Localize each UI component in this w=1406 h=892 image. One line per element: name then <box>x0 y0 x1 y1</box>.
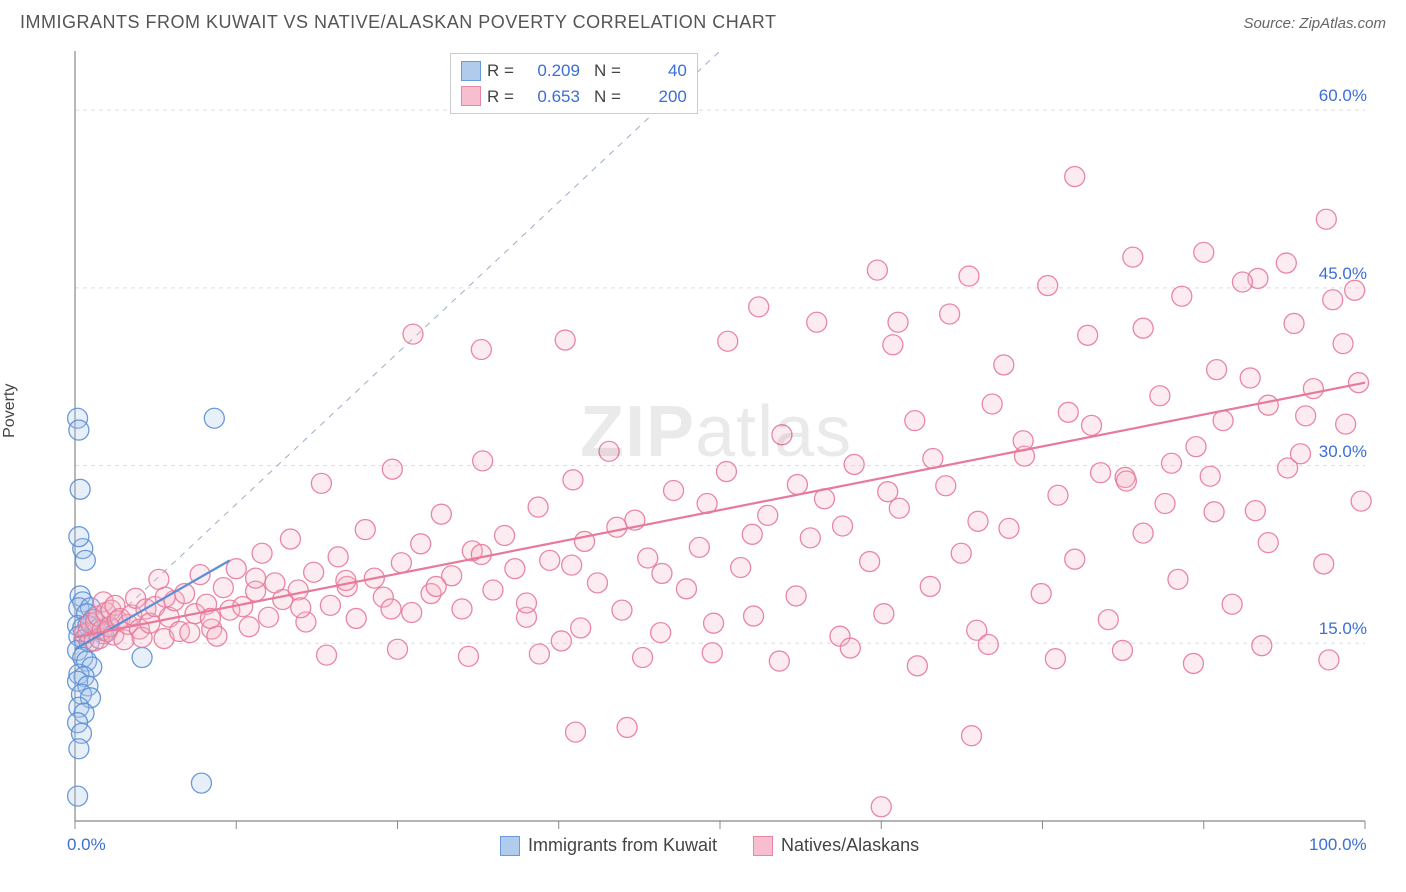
chart-header: IMMIGRANTS FROM KUWAIT VS NATIVE/ALASKAN… <box>0 0 1406 41</box>
legend-swatch-icon <box>753 836 773 856</box>
series-legend-label: Immigrants from Kuwait <box>528 835 717 856</box>
legend-n-value: 200 <box>631 84 687 110</box>
legend-r-value: 0.653 <box>524 84 580 110</box>
series-legend-label: Natives/Alaskans <box>781 835 919 856</box>
legend-n-label: N = <box>594 84 621 110</box>
x-tick-label: 0.0% <box>67 835 106 855</box>
legend-swatch-icon <box>461 61 481 81</box>
y-axis-label: Poverty <box>1 384 19 438</box>
chart-area: Poverty ZIPatlas R =0.209N =40R =0.653N … <box>20 41 1386 871</box>
legend-swatch-icon <box>500 836 520 856</box>
series-legend-item: Natives/Alaskans <box>753 835 919 856</box>
chart-title: IMMIGRANTS FROM KUWAIT VS NATIVE/ALASKAN… <box>20 12 776 33</box>
x-tick-label: 100.0% <box>1309 835 1367 855</box>
chart-source: Source: ZipAtlas.com <box>1243 15 1386 32</box>
y-tick-label: 30.0% <box>1319 442 1367 462</box>
y-tick-label: 45.0% <box>1319 264 1367 284</box>
legend-r-value: 0.209 <box>524 58 580 84</box>
correlation-legend: R = 0.209 N = 40 R = 0.653 N = 200 <box>450 53 698 114</box>
legend-n-label: N = <box>594 58 621 84</box>
scatter-plot <box>20 41 1386 871</box>
legend-swatch-icon <box>461 86 481 106</box>
series-legend: Immigrants from Kuwait Natives/Alaskans <box>500 835 919 856</box>
y-tick-label: 60.0% <box>1319 86 1367 106</box>
series-legend-item: Immigrants from Kuwait <box>500 835 717 856</box>
legend-row: R = 0.653 N = 200 <box>461 84 687 110</box>
y-tick-label: 15.0% <box>1319 619 1367 639</box>
legend-r-label: R = <box>487 58 514 84</box>
legend-n-value: 40 <box>631 58 687 84</box>
legend-r-label: R = <box>487 84 514 110</box>
legend-row: R = 0.209 N = 40 <box>461 58 687 84</box>
